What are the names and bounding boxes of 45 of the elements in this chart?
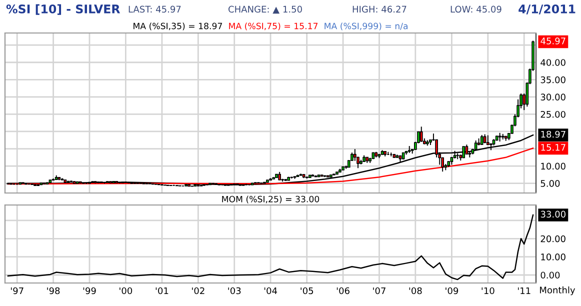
chart-title: %SI [10] - SILVER	[6, 4, 120, 15]
x-axis-title: Monthly	[540, 286, 576, 296]
candlestick	[420, 126, 423, 142]
chart-title: MOM (%SI,25) = 33.00	[222, 196, 320, 204]
text: MA (%SI,35) = 18.97	[134, 22, 222, 30]
y-tick-label: 0.00	[540, 272, 560, 279]
x-tick-label: '11	[518, 287, 530, 294]
candlestick	[480, 134, 484, 146]
y-tick-label: 25.00	[540, 110, 566, 118]
text: LOW: 45.09	[450, 6, 502, 13]
x-tick-label: '99	[83, 287, 96, 294]
text: 4/1/2011	[518, 4, 576, 14]
x-tick-label: '00	[120, 287, 132, 294]
text: CHANGE: ▲ 1.50	[228, 6, 302, 14]
line-series	[7, 134, 534, 186]
x-tick-label: '97	[10, 287, 24, 294]
y-tick-label: 40.00	[540, 59, 566, 66]
y-tick-label: 5.00	[540, 180, 560, 187]
text: LAST: 45.97	[128, 6, 181, 13]
x-tick-label: '03	[228, 287, 241, 294]
x-tick-label: '08	[409, 287, 422, 294]
annotation: 33.00	[540, 210, 566, 218]
text: MA (%SI,75) = 15.17	[229, 22, 318, 30]
text: HIGH: 46.27	[352, 6, 406, 13]
x-tick-label: '98	[47, 287, 60, 294]
candlestick	[465, 144, 468, 155]
x-tick-label: '06	[336, 287, 350, 294]
y-tick-label: 30.00	[540, 94, 566, 100]
annotation: 18.97	[541, 130, 566, 138]
x-tick-label: '02	[192, 287, 204, 294]
y-tick-label: 10.00	[541, 254, 566, 260]
x-tick-label: '10	[482, 287, 494, 294]
annotation: 15.17	[541, 144, 566, 151]
x-tick-label: '09	[446, 287, 458, 294]
y-tick-label: 20.00	[540, 235, 566, 242]
x-tick-label: '05	[300, 287, 314, 294]
annotation: 45.97	[540, 38, 566, 44]
candlestick	[474, 140, 478, 151]
y-tick-label: 35.00	[540, 76, 566, 84]
chart-subtitle: MA (%SI,999) = n/a	[324, 22, 408, 30]
line-series	[7, 214, 534, 280]
y-tick-label: 10.00	[541, 162, 566, 170]
x-tick-label: '04	[264, 287, 278, 294]
x-tick-label: '07	[373, 287, 386, 294]
x-tick-label: '01	[156, 287, 168, 294]
